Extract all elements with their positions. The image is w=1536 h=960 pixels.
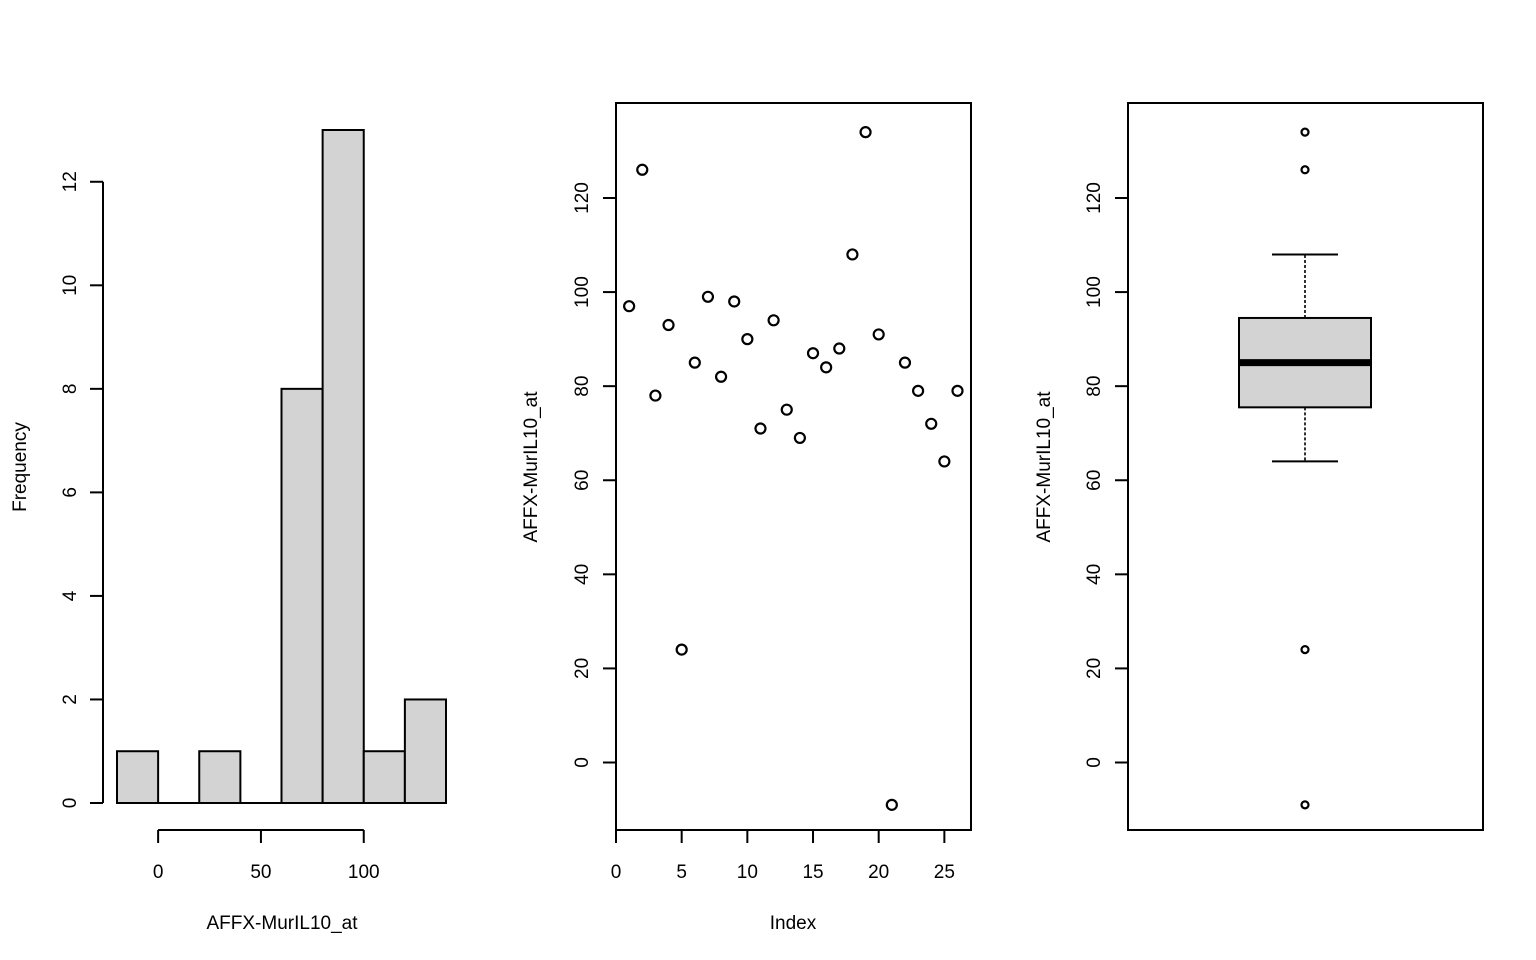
scatter-point [636, 163, 649, 176]
scatter-point [820, 361, 833, 374]
scatter-point [925, 417, 938, 430]
boxplot-outlier [1300, 127, 1310, 137]
scatter-y-tick-label: 0 [572, 757, 593, 768]
scatter-point [649, 389, 662, 402]
scatter-point [714, 370, 728, 383]
histogram-x-tick-label: 100 [348, 862, 380, 883]
scatter-point [780, 403, 793, 416]
scatter-x-label: Index [770, 913, 817, 934]
scatter-point [701, 290, 715, 303]
scatter-point [728, 295, 741, 308]
scatter-point [741, 333, 754, 346]
scatter-point [793, 431, 806, 445]
boxplot-box [1238, 127, 1372, 810]
scatter-x-tick-label: 25 [934, 862, 955, 883]
boxplot-y-tick-label: 0 [1084, 757, 1105, 768]
scatter-point [872, 328, 885, 341]
scatter-x-tick-label: 5 [676, 862, 687, 883]
scatter-point [767, 314, 780, 327]
histogram-x-axis: 0 50 100 [153, 829, 380, 883]
boxplot-panel: 0 20 40 60 80 100 120 AFFX-MurIL10_at [1034, 102, 1484, 831]
scatter-point [911, 384, 925, 397]
histogram-y-tick-label: 6 [60, 487, 81, 498]
boxplot-y-tick-label: 80 [1084, 376, 1105, 397]
boxplot-y-axis: 0 20 40 60 80 100 120 [1084, 182, 1129, 768]
boxplot-outlier [1300, 165, 1310, 175]
scatter-points [623, 126, 964, 811]
scatter-x-tick-label: 20 [868, 862, 889, 883]
scatter-point [688, 356, 701, 369]
scatter-y-tick-label: 80 [572, 376, 593, 397]
scatter-y-axis: 0 20 40 60 80 100 120 [572, 182, 617, 768]
scatter-plot-frame [615, 102, 972, 831]
scatter-y-label: AFFX-MurIL10_at [521, 391, 542, 543]
scatter-point [754, 422, 767, 435]
scatter-point [806, 347, 820, 360]
boxplot-outlier [1300, 800, 1310, 810]
scatter-y-tick-label: 120 [572, 182, 593, 214]
scatter-point [623, 300, 636, 313]
boxplot-y-tick-label: 100 [1084, 276, 1105, 308]
boxplot-y-label: AFFX-MurIL10_at [1034, 391, 1055, 543]
scatter-x-tick-label: 10 [737, 862, 758, 883]
scatter-x-axis: 0 5 10 15 20 25 [611, 829, 955, 883]
histogram-bar [116, 750, 160, 805]
histogram-bar [280, 387, 324, 804]
histogram-y-tick-label: 2 [60, 694, 81, 705]
scatter-y-tick-label: 40 [572, 564, 593, 585]
histogram-y-tick-label: 12 [60, 171, 81, 192]
histogram-x-tick-label: 0 [153, 862, 164, 883]
histogram-y-tick-label: 4 [60, 590, 81, 601]
histogram-x-label: AFFX-MurIL10_at [207, 913, 359, 934]
histogram-bar [362, 750, 406, 805]
scatter-x-tick-label: 0 [611, 862, 622, 883]
scatter-point [833, 342, 846, 355]
histogram-bar [321, 129, 365, 804]
histogram-y-axis: 0 2 4 6 8 10 12 [60, 171, 104, 809]
histogram-bar [198, 750, 242, 805]
histogram-panel: 0 50 100 0 2 4 6 8 10 12 AFFX-MurIL10_at Frequen… [10, 129, 447, 934]
scatter-point [662, 318, 675, 332]
scatter-point [846, 248, 859, 261]
scatter-point [898, 356, 912, 369]
boxplot-y-tick-label: 120 [1084, 182, 1105, 214]
scatter-point [938, 455, 951, 468]
scatter-x-tick-label: 15 [802, 862, 823, 883]
histogram-y-tick-label: 10 [60, 275, 81, 296]
scatter-point [859, 126, 872, 139]
boxplot-outlier [1300, 644, 1310, 655]
histogram-bar [403, 698, 447, 805]
scatter-y-tick-label: 20 [572, 658, 593, 679]
scatter-point [675, 643, 688, 656]
scatter-y-tick-label: 100 [572, 276, 593, 308]
histogram-y-tick-label: 0 [60, 798, 81, 809]
boxplot-frame [1127, 102, 1484, 831]
scatter-point [885, 798, 898, 811]
histogram-bars [116, 129, 447, 805]
scatter-panel: 0 5 10 15 20 25 0 20 40 60 80 100 120 Index AFFX-Mu… [521, 102, 972, 934]
boxplot-y-tick-label: 20 [1084, 658, 1105, 679]
boxplot-y-tick-label: 40 [1084, 564, 1105, 585]
scatter-y-tick-label: 60 [572, 470, 593, 491]
scatter-point [951, 384, 964, 397]
histogram-y-tick-label: 8 [60, 384, 81, 395]
histogram-y-label: Frequency [10, 422, 31, 512]
histogram-x-tick-label: 50 [250, 862, 271, 883]
boxplot-y-tick-label: 60 [1084, 470, 1105, 491]
